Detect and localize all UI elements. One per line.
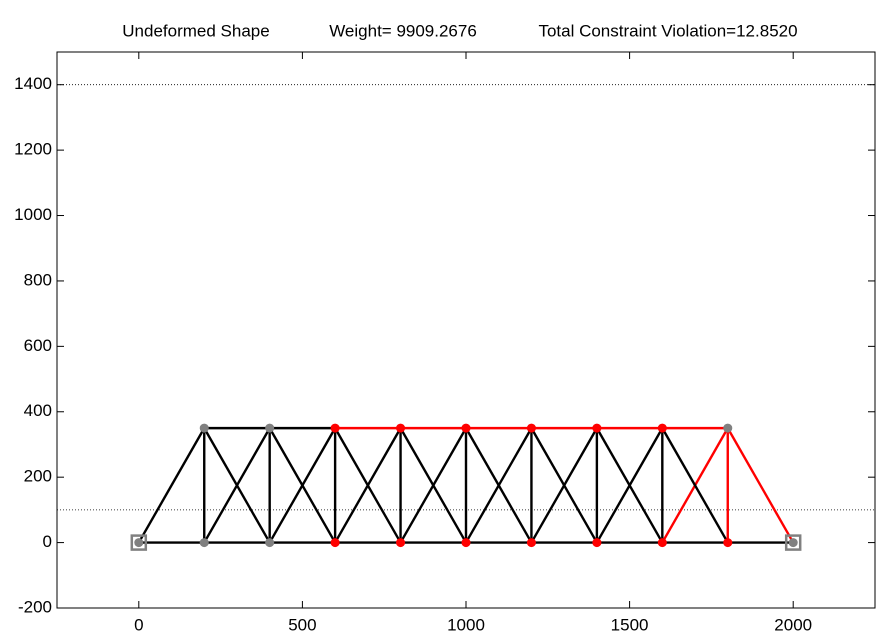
node [461,423,471,433]
y-tick-label: 400 [24,401,52,420]
member [530,427,598,544]
y-tick-label: 800 [24,270,52,289]
node [330,538,340,548]
member [203,427,271,544]
node [265,423,275,433]
node [592,423,602,433]
y-tick-label: 600 [24,336,52,355]
support [784,534,802,551]
support [130,534,148,551]
node [461,538,471,548]
x-tick-label: 1500 [611,615,649,634]
member [137,427,206,544]
node [657,423,667,433]
y-tick-label: 1200 [14,140,52,159]
node [134,538,144,548]
x-tick-label: 2000 [774,615,812,634]
node [657,538,667,548]
node [526,423,536,433]
node [330,423,340,433]
node [199,538,209,548]
y-tick-label: 0 [43,532,52,551]
member [399,427,468,544]
member [595,427,664,544]
y-tick-label: 200 [24,467,52,486]
title-violation: Total Constraint Violation=12.8520 [538,21,797,40]
member [268,427,337,544]
node [788,538,798,548]
x-tick-label: 500 [288,615,316,634]
x-tick-label: 0 [134,615,143,634]
y-tick-label: 1400 [14,74,52,93]
member [726,427,795,544]
node [592,538,602,548]
x-tick-label: 1000 [447,615,485,634]
node [396,538,406,548]
y-tick-label: 1000 [14,205,52,224]
title-shape: Undeformed Shape [122,21,269,40]
member [464,427,533,544]
y-tick-label: -200 [18,597,52,616]
title-weight: Weight= 9909.2676 [329,21,477,40]
node [199,423,209,433]
member [661,427,729,544]
member [334,427,402,544]
node [723,423,733,433]
node [396,423,406,433]
node [265,538,275,548]
node [526,538,536,548]
node [723,538,733,548]
